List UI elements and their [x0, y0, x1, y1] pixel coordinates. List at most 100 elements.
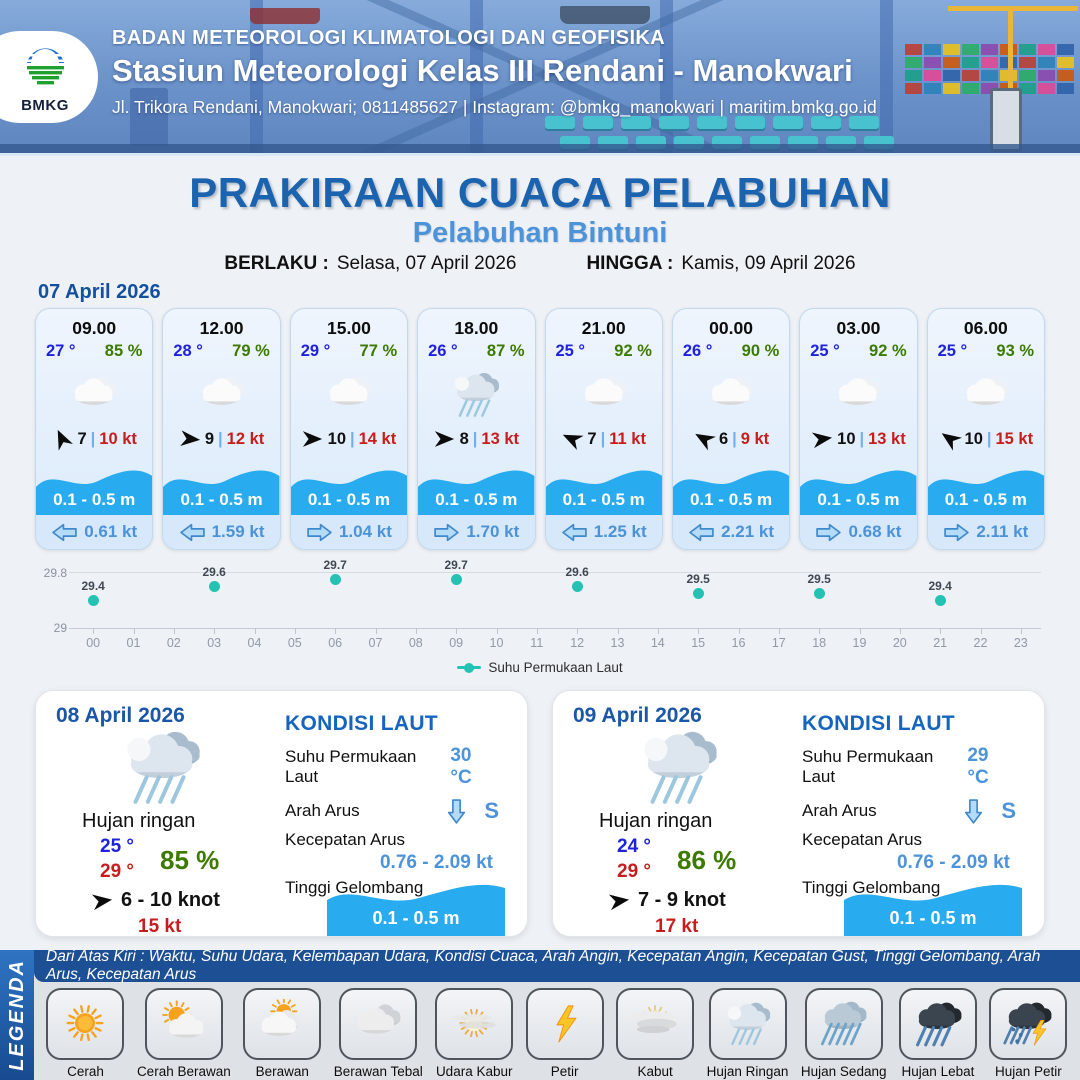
x-axis-line [69, 628, 1041, 629]
legend-weather-icon [46, 988, 125, 1060]
illustration-shape [1038, 70, 1055, 81]
chart-data-label: 29.5 [807, 572, 831, 586]
x-axis-tick-label: 17 [771, 636, 786, 650]
sst-value: 29 °C [967, 745, 989, 788]
legend-item-label: Petir [550, 1064, 579, 1079]
wind-direction-icon [608, 890, 631, 911]
illustration-shape [849, 116, 879, 129]
forecast-time: 18.00 [454, 318, 499, 338]
daily-forecast-card: 09 April 2026 Hujan ringan 24 ° 29 ° 86 … [552, 690, 1045, 937]
chart-data-point [87, 594, 99, 606]
current-direction-label: Arah Arus [285, 801, 360, 820]
wave-height: 0.1 - 0.5 m [562, 490, 645, 509]
illustration-shape [545, 116, 575, 129]
humidity: 85 % [104, 342, 143, 360]
gust-speed: 13 kt [481, 429, 520, 448]
air-temperature: 25 ° [555, 342, 586, 360]
gust-speed: 15 kt [138, 916, 182, 937]
legend-description: Dari Atas Kiri : Waktu, Suhu Udara, Kele… [34, 948, 1080, 983]
x-axis-tick-label: 20 [892, 636, 907, 650]
x-axis-tick [819, 628, 821, 634]
separator: | [472, 429, 478, 448]
x-axis-tick [899, 628, 901, 634]
illustration-shape [943, 44, 960, 55]
chart-legend: Suhu Permukaan Laut [35, 660, 1045, 675]
weather-icon [163, 364, 279, 426]
gust-speed: 11 kt [609, 429, 646, 448]
daily-forecast-row: 08 April 2026 Hujan ringan 25 ° 29 ° 85 … [35, 690, 1045, 937]
hourly-forecast-card: 03.00 25 ° 92 % 10 | 13 kt 0.1 - 0.5 m 0… [799, 308, 918, 550]
current-direction-icon [815, 523, 842, 542]
chart-legend-label: Suhu Permukaan Laut [488, 660, 623, 675]
max-temperature: 29 ° [100, 861, 135, 882]
min-temperature: 24 ° [617, 836, 652, 857]
wind-speed: 7 [587, 429, 597, 448]
legend-weather-icon [339, 988, 418, 1060]
hourly-forecast-card: 15.00 29 ° 77 % 10 | 14 kt 0.1 - 0.5 m 1… [289, 308, 409, 550]
chart-data-point [571, 580, 583, 592]
y-axis-tick: 29.8 [43, 566, 67, 580]
gust-speed: 10 kt [99, 429, 137, 448]
illustration-shape [773, 116, 803, 129]
wind-direction-icon [935, 424, 964, 453]
illustration-shape [1019, 70, 1036, 81]
current-speed: 1.59 kt [211, 522, 265, 541]
x-axis-tick [980, 628, 982, 634]
forecast-date-heading: 07 April 2026 [38, 281, 161, 303]
wave-height-label: Tinggi Gelombang [285, 878, 424, 897]
current-direction-icon [561, 523, 588, 542]
illustration-shape [943, 57, 960, 68]
illustration-shape [981, 44, 998, 55]
illustration-shape [1019, 44, 1036, 55]
legend-vertical-label: LEGENDA [5, 959, 28, 1071]
wave-height-graphic: 0.1 - 0.5 m [844, 874, 1022, 936]
chart-data-point [208, 580, 220, 592]
wind-speed: 6 [718, 429, 729, 448]
x-axis-tick-label: 09 [449, 636, 464, 650]
x-axis-tick-label: 03 [207, 636, 222, 650]
illustration-shape [905, 70, 922, 81]
x-axis-tick [415, 628, 417, 634]
legend-weather-icon [435, 988, 514, 1060]
weather-icon [800, 364, 916, 426]
daily-date: 08 April 2026 [56, 704, 185, 727]
humidity: 86 % [677, 845, 737, 875]
illustration-shape [250, 8, 320, 24]
illustration-shape [924, 70, 941, 81]
wind-speed: 10 [327, 429, 346, 448]
x-axis-tick-label: 19 [852, 636, 867, 650]
wind-direction-icon [558, 425, 586, 452]
wind-speed-range: 7 - 9 knot [638, 889, 726, 911]
humidity: 93 % [996, 342, 1034, 360]
illustration-shape [924, 57, 941, 68]
wave-height: 0.1 - 0.5 m [435, 490, 518, 509]
current-speed: 0.61 kt [84, 522, 138, 541]
legend-item-label: Hujan Sedang [800, 1064, 887, 1079]
x-axis-tick-label: 02 [166, 636, 181, 650]
x-axis-tick [1020, 628, 1022, 634]
x-axis-tick [173, 628, 175, 634]
chart-data-label: 29.6 [202, 565, 226, 579]
current-speed: 2.11 kt [976, 522, 1029, 541]
current-speed-value: 0.76 - 2.09 kt [379, 852, 493, 873]
x-axis-tick [375, 628, 377, 634]
x-axis-tick [738, 628, 740, 634]
illustration-shape [990, 88, 1022, 152]
illustration-shape [1057, 57, 1074, 68]
x-axis-tick-label: 12 [570, 636, 585, 650]
x-axis-tick-label: 22 [973, 636, 988, 650]
illustration-shape [905, 44, 922, 55]
weather-icon [291, 364, 407, 426]
illustration-shape [1057, 44, 1074, 55]
hourly-forecast-row: 09.00 27 ° 85 % 7 | 10 kt 0.1 - 0.5 m 0.… [35, 308, 1045, 550]
sst-label: Suhu Permukaan Laut [802, 747, 934, 786]
legend-item-label: Berawan [255, 1064, 309, 1079]
wave-height-band: 0.1 - 0.5 m [36, 457, 153, 515]
separator: | [218, 429, 223, 448]
separator: | [90, 429, 96, 448]
wave-height-band: 0.1 - 0.5 m [927, 457, 1044, 515]
wind-speed: 10 [837, 429, 856, 448]
current-speed-label: Kecepatan Arus [802, 830, 923, 849]
illustration-shape [962, 70, 979, 81]
sea-conditions-title: KONDISI LAUT [802, 712, 955, 735]
